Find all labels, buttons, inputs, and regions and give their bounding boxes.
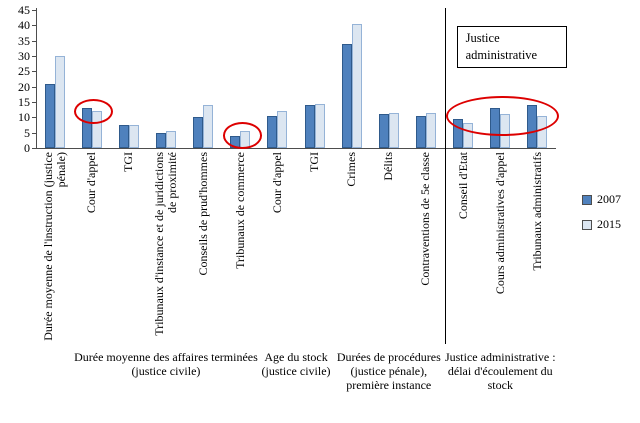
bar-2007 [341,44,352,148]
bar-2015 [203,105,214,148]
y-axis-tick-label: 10 [18,110,30,125]
legend-swatch-2007 [582,194,592,205]
bar-2015 [314,104,325,148]
category-label: TGI [296,152,333,344]
category-label-text: Cours administratives d'appel [492,152,507,295]
justice-administrative-annotation-box: Justice administrative [456,26,567,68]
bar-2015 [54,56,65,148]
y-axis-tick-mark [32,71,36,73]
category-label-text: TGI [307,152,322,172]
category-label-text: Cour d'appel [84,152,99,214]
category-label-text: Délits [381,152,396,181]
bar-2015 [388,113,399,148]
category-label: Tribunaux administratifs [519,152,556,344]
y-axis-tick-mark [32,148,36,149]
category-label: Conseil d'Etat [445,152,482,344]
x-axis [36,148,556,149]
y-axis-tick-label: 30 [18,49,30,63]
bar-2007 [304,105,315,148]
category-label-text: Crimes [344,152,359,187]
bar-2015 [351,24,362,148]
y-axis-tick-label: 20 [18,79,30,94]
category-label-text: Contraventions de 5e classe [418,152,433,286]
bar-2007 [156,133,166,148]
y-axis-tick-mark [32,117,36,119]
category-label: Délits [370,152,407,344]
y-axis-tick-label: 45 [18,3,30,17]
bar-2007 [267,116,278,148]
y-axis-tick-mark [32,102,36,103]
category-label-text: Tribunaux d'instance et de juridictions … [151,152,179,336]
y-axis-tick-mark [32,10,36,11]
bar-2007 [44,84,55,148]
category-label: Tribunaux d'instance et de juridictions … [147,152,184,344]
category-label: Conseils de prud'hommes [185,152,222,344]
category-label-text: Conseils de prud'hommes [195,152,210,276]
bar-2015 [277,111,288,148]
bar-2007 [416,116,426,148]
bar-2007 [378,114,389,148]
bar-2015 [128,125,139,148]
y-axis-tick-label: 5 [24,125,30,140]
category-label-text: Tribunaux administratifs [529,152,544,271]
legend-label-2007: 2007 [597,192,621,206]
y-axis-tick-mark [32,25,36,27]
legend-item-2015: 2015 [582,217,621,232]
category-label: TGI [110,152,147,344]
bar-2015 [166,131,176,148]
category-label: Cours administratives d'appel [482,152,519,344]
bar-2007 [193,117,204,148]
legend: 2007 2015 [582,192,621,242]
y-axis-tick-mark [32,86,36,88]
category-label: Durée moyenne de l'instruction (justice … [36,152,73,344]
highlight-ellipse [445,96,559,137]
category-label-text: TGI [121,152,136,172]
group-label: Age du stock (justice civile) [261,350,331,378]
highlight-ellipse [222,122,262,149]
group-divider-line [444,8,446,344]
highlight-ellipse [74,99,114,125]
y-axis-tick-mark [32,40,36,42]
category-label: Cour d'appel [259,152,296,344]
bar-2007 [118,125,129,148]
group-label: Durées de procédures (justice pénale), p… [336,350,441,392]
category-label-text: Conseil d'Etat [455,152,470,220]
legend-swatch-2015 [582,219,592,230]
group-label: Justice administrative : délai d'écoulem… [444,350,556,392]
y-axis-tick-label: 15 [18,95,30,109]
y-axis [36,8,37,149]
category-label-text: Cour d'appel [269,152,284,214]
group-label: Durée moyenne des affaires terminées (ju… [74,350,258,378]
y-axis-tick-mark [32,132,36,134]
y-axis-tick-label: 35 [18,33,30,48]
y-axis-tick-mark [32,56,36,57]
category-label-text: Durée moyenne de l'instruction (justice … [40,152,68,341]
y-axis-tick-label: 0 [24,141,30,155]
y-axis-tick-label: 25 [18,64,30,79]
legend-label-2015: 2015 [597,217,621,231]
category-label: Tribunaux de commerce [222,152,259,344]
category-label: Crimes [333,152,370,344]
y-axis-tick-label: 40 [18,18,30,33]
category-label: Contraventions de 5e classe [407,152,444,344]
legend-item-2007: 2007 [582,192,621,207]
category-label-text: Tribunaux de commerce [232,152,247,269]
bar-2015 [426,113,436,148]
category-label: Cour d'appel [73,152,110,344]
